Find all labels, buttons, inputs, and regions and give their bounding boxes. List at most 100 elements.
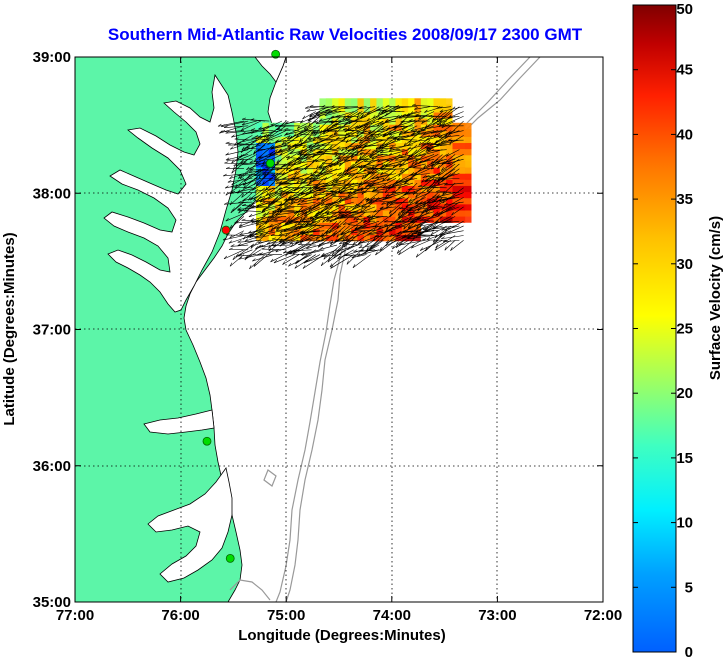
velocity-vector: [250, 168, 278, 171]
velocity-vector: [249, 254, 266, 270]
velocity-vector: [398, 211, 422, 219]
velocity-vector-head: [395, 105, 400, 108]
velocity-vector-head: [343, 169, 346, 173]
velocity-vector-head: [283, 228, 287, 231]
velocity-vector-head: [339, 213, 344, 216]
velocity-vector: [245, 249, 262, 260]
velocity-vector-head: [275, 228, 280, 232]
velocity-vector-head: [320, 237, 324, 242]
velocity-vector-head: [392, 245, 395, 250]
velocity-vector: [442, 187, 464, 204]
velocity-vector-head: [290, 197, 294, 202]
velocity-vector-head: [259, 169, 264, 172]
pamlico-sound: [147, 467, 233, 583]
velocity-vector: [386, 216, 401, 230]
velocity-vector: [299, 192, 325, 194]
velocity-vector-head: [358, 245, 363, 249]
velocity-vector: [301, 225, 325, 236]
velocity-vector-head: [360, 187, 364, 191]
velocity-vector-head: [406, 208, 411, 212]
velocity-vector: [329, 254, 346, 268]
velocity-vector-head: [267, 195, 271, 200]
velocity-vector: [229, 216, 245, 229]
velocity-vector-head: [284, 229, 288, 232]
velocity-vector-head: [354, 175, 358, 179]
velocity-vector-head: [407, 236, 412, 240]
velocity-vector: [313, 116, 333, 135]
velocity-vector-head: [424, 145, 429, 148]
velocity-vector: [276, 216, 300, 230]
velocity-vector: [317, 230, 338, 248]
velocity-vector: [383, 125, 409, 137]
velocity-vector-head: [430, 160, 433, 165]
velocity-vector-head: [285, 233, 288, 237]
velocity-vector: [358, 239, 375, 244]
velocity-vector-head: [450, 246, 453, 251]
velocity-vector-head: [340, 214, 345, 218]
velocity-vector-head: [348, 151, 353, 155]
velocity-vector: [450, 240, 464, 251]
velocity-vector: [430, 130, 447, 134]
velocity-vector: [388, 149, 409, 156]
velocity-vector: [268, 192, 291, 206]
velocity-vector-head: [229, 262, 233, 267]
velocity-vector-head: [301, 231, 305, 236]
velocity-vector-head: [242, 198, 246, 202]
velocity-vector: [325, 110, 346, 112]
velocity-vector-head: [423, 164, 426, 169]
velocity-vector: [444, 240, 456, 251]
velocity-vector: [437, 163, 460, 182]
velocity-vector: [359, 154, 380, 171]
velocity-vector-head: [228, 247, 233, 250]
velocity-vector-head: [284, 198, 288, 203]
velocity-vector-head: [404, 151, 407, 156]
velocity-vector-head: [260, 163, 265, 167]
velocity-vector: [242, 225, 266, 240]
velocity-vector-head: [369, 153, 373, 157]
velocity-vector-head: [407, 187, 412, 191]
velocity-vector-head: [300, 199, 305, 203]
velocity-vector-head: [306, 109, 311, 112]
velocity-vector-head: [309, 233, 314, 236]
velocity-vector-head: [241, 218, 246, 221]
velocity-vector-head: [306, 242, 310, 246]
velocity-vector-head: [239, 154, 243, 158]
velocity-vector-head: [360, 113, 364, 118]
velocity-vector-head: [256, 170, 261, 173]
velocity-vector: [374, 187, 392, 192]
velocity-vector-head: [382, 184, 386, 189]
velocity-vector-head: [345, 252, 349, 256]
velocity-vector-head: [241, 117, 246, 120]
velocity-vector: [293, 178, 308, 192]
velocity-vector-head: [330, 120, 335, 124]
velocity-vector: [232, 158, 245, 171]
velocity-vector-head: [245, 255, 249, 260]
velocity-vector: [299, 211, 312, 222]
velocity-vector: [435, 235, 456, 248]
velocity-vector: [250, 201, 274, 208]
velocity-vector: [315, 230, 329, 240]
velocity-vector-head: [317, 113, 322, 117]
velocity-vector-head: [321, 252, 325, 256]
velocity-vector: [268, 235, 283, 249]
velocity-vector: [369, 235, 388, 250]
velocity-vector: [284, 125, 308, 136]
velocity-vector: [276, 225, 304, 232]
albemarle-sound: [143, 409, 215, 435]
velocity-vector-head: [440, 140, 445, 143]
y-tick-label: 35:00: [33, 594, 71, 611]
velocity-vector-head: [229, 191, 234, 195]
velocity-vector-head: [441, 124, 445, 129]
velocity-vector: [282, 177, 304, 180]
velocity-vector-head: [442, 199, 445, 204]
velocity-vector-head: [315, 185, 319, 189]
velocity-vector-head: [324, 204, 328, 208]
velocity-vector-head: [293, 187, 297, 192]
velocity-vector-head: [372, 136, 376, 140]
velocity-vector: [418, 111, 435, 120]
velocity-vector-head: [384, 118, 389, 122]
velocity-vector: [334, 216, 363, 219]
velocity-vector: [356, 130, 371, 134]
velocity-vector-head: [242, 139, 246, 142]
velocity-vector-head: [271, 200, 274, 205]
